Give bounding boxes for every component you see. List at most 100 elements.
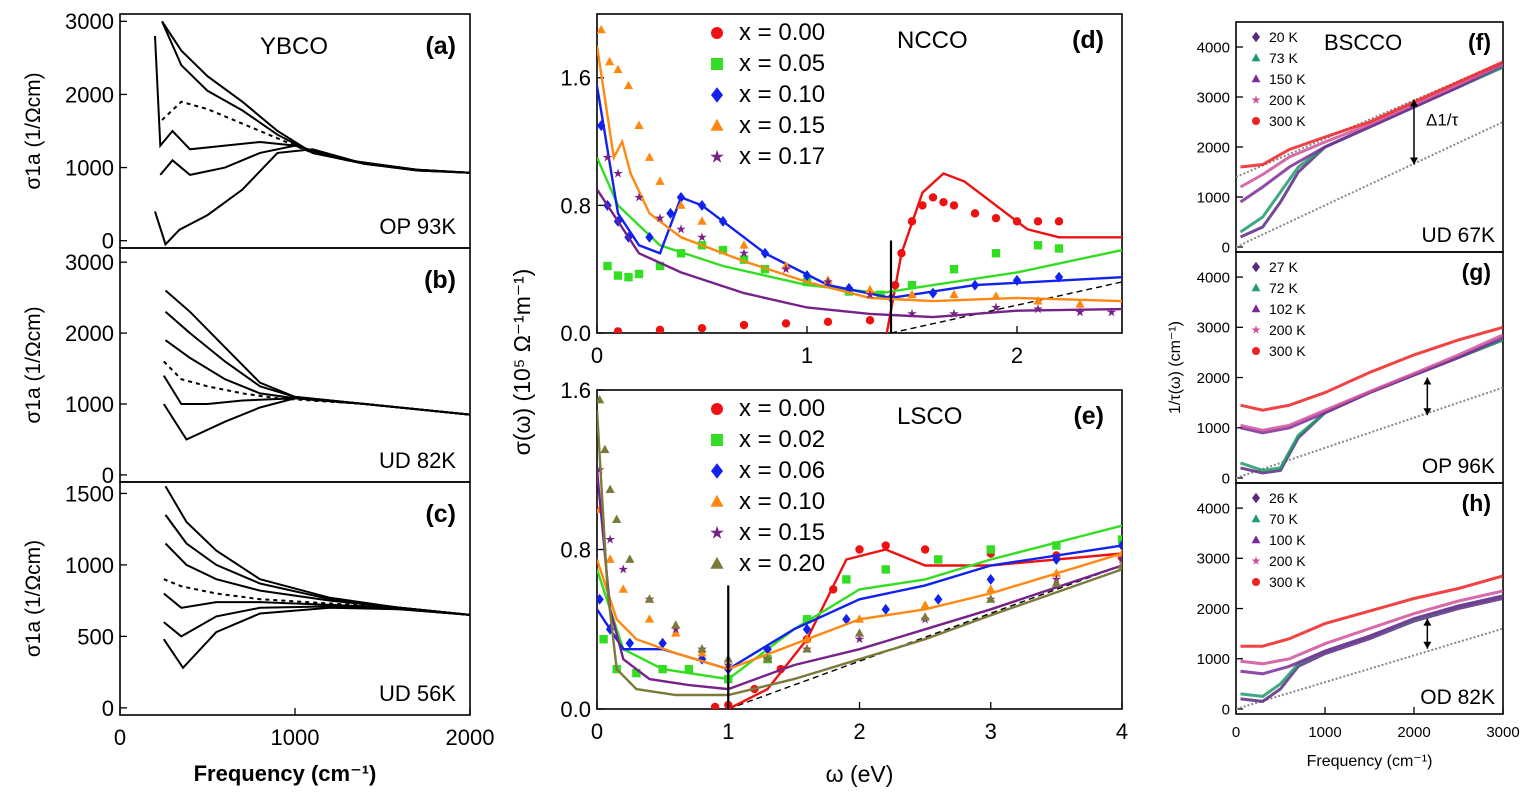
x-tick-label: 4 [1116,719,1128,744]
data-point [718,245,728,255]
legend-entry: x = 0.20 [739,550,825,577]
reference-line [728,564,1122,709]
data-point [739,320,749,330]
legend-marker [1251,304,1261,313]
series-72 K [1240,338,1503,472]
data-point [1117,535,1122,544]
x-axis-label: ω (eV) [826,761,894,787]
data-point [676,200,686,209]
y-axis-label: σ(ω) (10⁵ Ω⁻¹m⁻¹) [509,269,535,456]
y-tick-label: 2000 [1197,370,1230,387]
data-point [697,324,707,333]
data-point [658,637,667,649]
legend-marker [711,27,723,39]
data-point [625,637,635,649]
legend-entry: 200 K [1269,322,1306,338]
data-point [676,224,686,234]
data-point [671,624,681,634]
legend-marker [1251,283,1261,292]
sample-label: OD 82K [1420,686,1495,709]
data-point [697,216,707,225]
data-point [1033,217,1043,226]
panel-label: (h) [1462,490,1491,516]
data-point [1052,554,1061,565]
data-point [666,207,675,219]
curves-a [154,20,470,247]
data-point [939,198,948,207]
data-point [934,555,943,564]
legend-marker [1252,31,1260,43]
data-point [605,554,615,563]
data-point [625,554,635,563]
data-point [645,231,654,243]
legend-entry: x = 0.15 [739,519,825,546]
legend-entry: x = 0.10 [739,488,825,515]
data-point [986,594,996,603]
legend-entry: 200 K [1269,553,1306,569]
legend-entry: x = 0.00 [739,19,825,46]
data-point [802,270,812,282]
data-point [644,152,655,161]
data-point [676,191,686,203]
data-point [603,261,612,271]
data-point [1051,578,1061,587]
data-point [710,702,720,709]
legend-marker [711,87,723,103]
plot-frame [119,247,471,483]
data-point [602,152,613,162]
guide-line [1236,627,1503,710]
panel-g: 0 1000 2000 3000 4000 27 K 72 K 102 K 200 K 300 K… [1167,251,1504,487]
legend-marker [711,58,723,70]
data-point [655,261,665,271]
data-point [618,564,628,574]
data-point [986,584,996,593]
panel-b: 0 1000 2000 3000 (b) UD 82K σ1a (1/Ωcm) [22,247,471,488]
panel-f: 0 1000 2000 3000 4000 Δ1/τ 20 K 73 K 150 K 200 K 3… [1197,21,1504,256]
curve-s5 [162,375,470,416]
y-tick-label: 4000 [1197,39,1230,56]
data-point [865,284,875,294]
legend-entry: 300 K [1269,343,1306,359]
legend-marker [1251,95,1261,104]
legend-marker [1251,556,1261,565]
data-point [1033,304,1043,314]
curve-s5 [163,592,470,616]
data-point [920,545,930,554]
data-point [1033,241,1043,250]
x-tick-label: 1 [722,719,734,744]
data-point [949,201,959,210]
y-tick-label: 1000 [1197,420,1230,437]
sample-label: OP 93K [379,214,456,239]
curve-s4 [163,578,470,616]
data-point [907,280,917,290]
guide-line [1236,121,1503,248]
data-point [920,600,930,609]
data-point [865,289,875,299]
data-point [802,615,812,624]
panel-label: (g) [1462,259,1491,285]
data-point [854,634,865,644]
legend-marker [711,463,723,479]
data-point [970,279,980,291]
series-300 K [1240,60,1503,169]
material-label: YBCO [260,33,328,60]
data-point [949,265,959,274]
series-300 K [1240,325,1503,412]
data-point [1054,217,1064,226]
y-tick-label: 500 [77,624,114,649]
data-point [891,280,900,290]
fit-curve-x = 0.10 [597,552,1122,671]
data-point [1117,540,1122,551]
data-point [655,325,665,333]
curve-s1 [164,289,470,416]
data-point [671,628,681,637]
legend-marker [1252,492,1260,504]
legend-entry: x = 0.05 [739,50,825,77]
data-point [618,584,628,593]
legend-entry: 27 K [1269,259,1298,275]
legend-entry: 72 K [1269,280,1298,296]
y-tick-label: 3000 [1197,89,1230,106]
data-f [1236,60,1503,248]
data-point [920,612,930,621]
